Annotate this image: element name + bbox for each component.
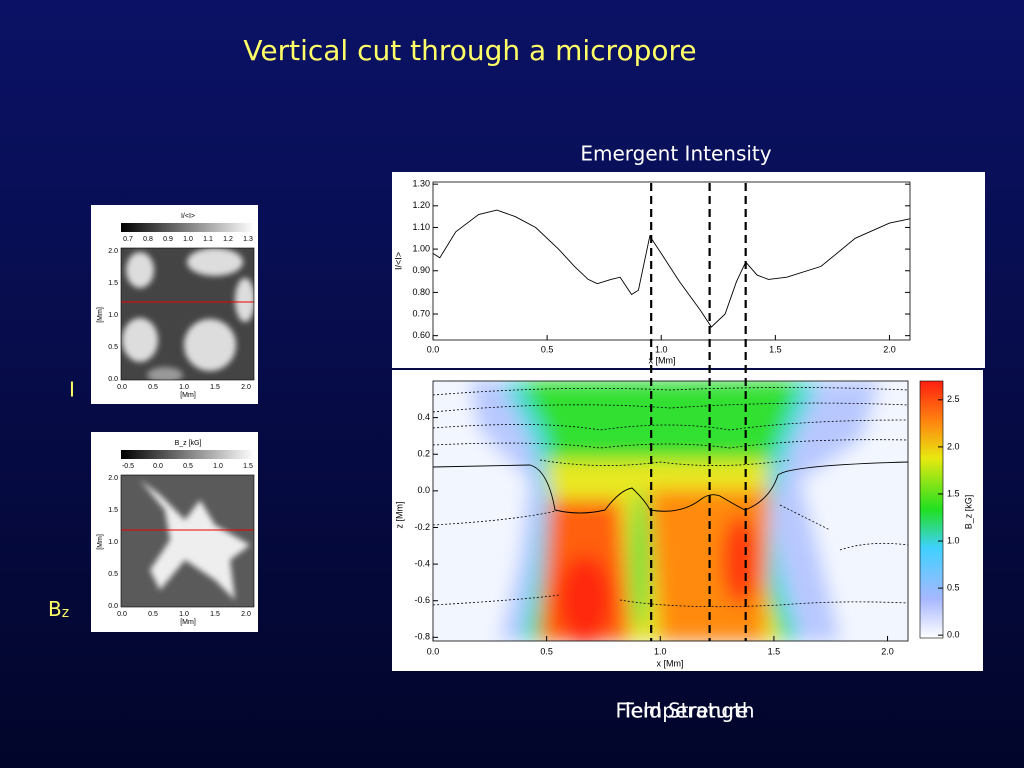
y-tick-label: 0.80: [412, 287, 430, 297]
thumb-x-tick: 0.0: [117, 611, 127, 618]
thumb-colorbar-tick: 1.0: [213, 463, 223, 470]
thumb-x-tick: 2.0: [241, 384, 251, 391]
y-tick-label: -0.2: [414, 522, 430, 532]
x-tick-label: 1.0: [655, 344, 668, 354]
y-tick-label: 1.30: [412, 179, 430, 189]
thumb-colorbar-tick: 1.1: [203, 236, 213, 243]
thumb-y-tick: 0.5: [108, 571, 118, 578]
x-tick-label: 1.0: [654, 646, 667, 656]
thumb-xlabel: [Mm]: [180, 619, 196, 626]
colorbar-tick-label: 0.0: [947, 630, 960, 640]
thumbnail-intensity: [91, 205, 258, 404]
y-tick-label: 0.70: [412, 308, 430, 318]
thumb-colorbar-tick: 1.0: [183, 236, 193, 243]
y-tick-label: -0.6: [414, 595, 430, 605]
thumb-colorbar-tick: 0.7: [123, 236, 133, 243]
slide-title: Vertical cut through a micropore: [243, 34, 696, 67]
thumbnail-field: [91, 432, 258, 632]
intensity-panel: [392, 172, 985, 368]
thumb-colorbar-tick: 0.9: [163, 236, 173, 243]
y-tick-label: -0.8: [414, 632, 430, 642]
colorbar-tick-label: 0.5: [947, 582, 960, 592]
thumb-y-tick: 1.0: [108, 312, 118, 319]
thumb-y-tick: 1.5: [108, 280, 118, 287]
thumb-colorbar-title: B_z [kG]: [175, 440, 202, 447]
caption-field-strength: Field Strength: [615, 699, 754, 723]
y-tick-label: 0.2: [417, 449, 430, 459]
thumb-y-tick: 2.0: [108, 475, 118, 482]
field-ylabel: z [Mm]: [394, 502, 404, 529]
thumb-colorbar-tick: 0.5: [183, 463, 193, 470]
thumb-y-tick: 0.0: [108, 603, 118, 610]
x-tick-label: 0.0: [427, 646, 440, 656]
thumb-colorbar-tick: -0.5: [122, 463, 134, 470]
thumb-colorbar-title: I/<I>: [181, 213, 195, 220]
thumb-xlabel: [Mm]: [180, 392, 196, 399]
thumb-colorbar-tick: 0.8: [143, 236, 153, 243]
colorbar-label: B_z [kG]: [963, 495, 973, 530]
thumb-y-tick: 1.0: [108, 539, 118, 546]
y-tick-label: 0.4: [417, 412, 430, 422]
field-image: [433, 381, 908, 641]
y-tick-label: 1.10: [412, 222, 430, 232]
y-tick-label: -0.4: [414, 558, 430, 568]
field-xlabel: x [Mm]: [657, 658, 684, 668]
thumb-x-tick: 1.0: [179, 384, 189, 391]
thumb-y-tick: 1.5: [108, 507, 118, 514]
x-tick-label: 0.5: [540, 646, 553, 656]
thumb-x-tick: 1.5: [210, 384, 220, 391]
colorbar: [919, 380, 944, 639]
colorbar-tick-label: 2.5: [947, 394, 960, 404]
y-tick-label: 0.60: [412, 330, 430, 340]
intensity-xlabel: x [Mm]: [649, 355, 676, 365]
colorbar-tick-label: 1.5: [947, 488, 960, 498]
thumb-x-tick: 0.5: [148, 384, 158, 391]
x-tick-label: 2.0: [883, 344, 896, 354]
label-i: I: [69, 378, 75, 402]
y-tick-label: 1.00: [412, 243, 430, 253]
thumb-colorbar-tick: 1.5: [243, 463, 253, 470]
caption-temperature: Temperature: [621, 699, 749, 723]
colorbar-tick-label: 2.0: [947, 441, 960, 451]
thumb-x-tick: 2.0: [241, 611, 251, 618]
thumb-x-tick: 1.5: [210, 611, 220, 618]
x-tick-label: 0.0: [427, 344, 440, 354]
x-tick-label: 0.5: [541, 344, 554, 354]
field-frame: [432, 380, 909, 642]
y-tick-label: 0.90: [412, 265, 430, 275]
thumb-ylabel: [Mm]: [97, 534, 104, 550]
thumb-x-tick: 0.5: [148, 611, 158, 618]
x-tick-label: 1.5: [768, 646, 781, 656]
label-bz: Bz: [48, 597, 69, 622]
thumb-ylabel: [Mm]: [97, 307, 104, 323]
thumb-x-tick: 0.0: [117, 384, 127, 391]
thumb-y-tick: 0.5: [108, 344, 118, 351]
x-tick-label: 1.5: [769, 344, 782, 354]
x-tick-label: 2.0: [881, 646, 894, 656]
y-tick-label: 0.0: [417, 485, 430, 495]
thumb-y-tick: 0.0: [108, 376, 118, 383]
intensity-line: [432, 209, 911, 328]
y-tick-label: 1.20: [412, 200, 430, 210]
intensity-ylabel: I/<I>: [393, 252, 403, 270]
intensity-title: Emergent Intensity: [580, 142, 771, 166]
thumb-colorbar-tick: 1.3: [243, 236, 253, 243]
thumb-colorbar-tick: 1.2: [223, 236, 233, 243]
thumb-y-tick: 2.0: [108, 248, 118, 255]
thumb-colorbar-tick: 0.0: [153, 463, 163, 470]
thumb-x-tick: 1.0: [179, 611, 189, 618]
intensity-frame: [432, 181, 911, 341]
colorbar-tick-label: 1.0: [947, 535, 960, 545]
